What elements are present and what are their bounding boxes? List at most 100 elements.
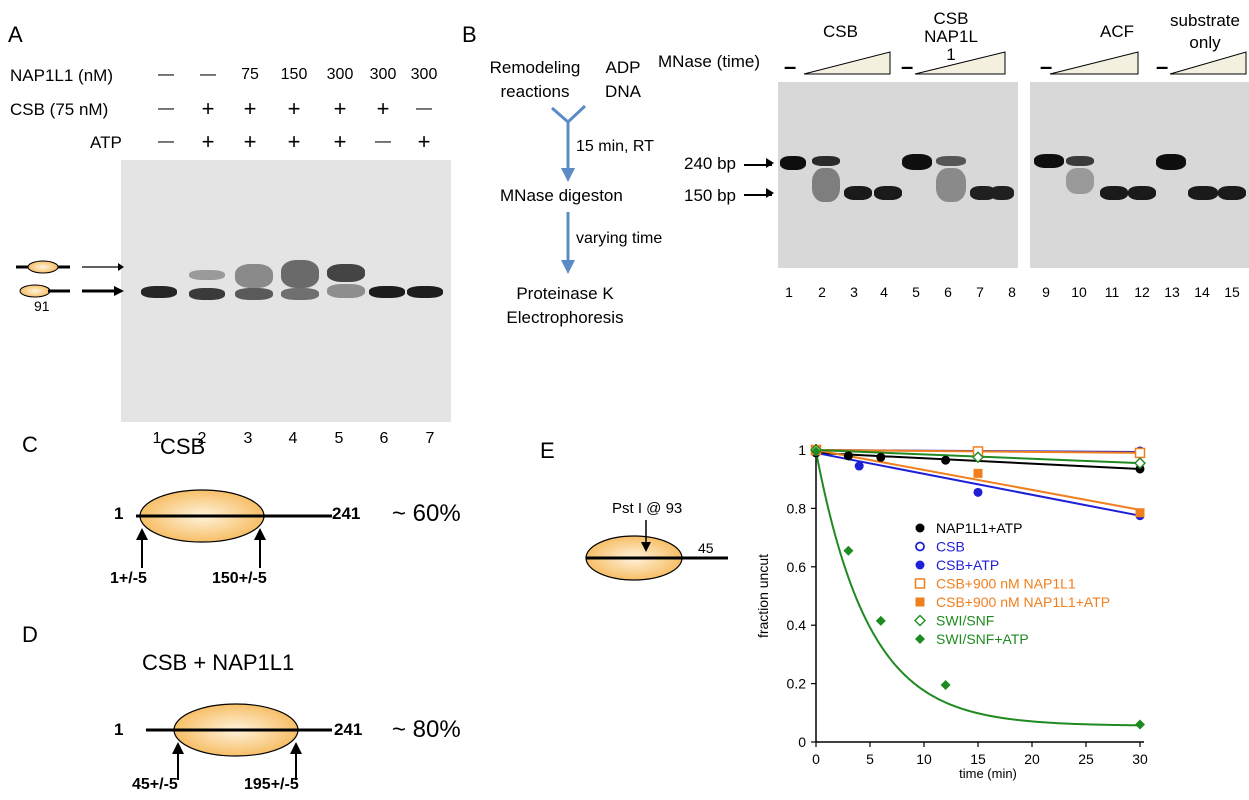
legend-label: CSB	[936, 539, 965, 555]
fit-line	[815, 451, 1141, 517]
flow-remodeling: Remodeling reactions	[470, 56, 600, 104]
marker-150bp: 150 bp	[684, 186, 736, 205]
lane-number: 8	[1008, 284, 1016, 300]
legend-label: CSB+900 nM NAP1L1	[936, 576, 1076, 592]
data-point	[973, 487, 983, 497]
panel-a-cell: +	[376, 96, 390, 121]
data-point	[941, 455, 951, 465]
lane-number: 3	[243, 430, 253, 447]
gel-band	[844, 186, 872, 200]
data-point	[843, 545, 854, 556]
x-tick-label: 25	[1078, 751, 1094, 767]
group-label-csb: CSB	[823, 22, 858, 41]
panel-a-cell: 150	[280, 66, 308, 83]
gel-band	[327, 264, 365, 282]
flow-adp-dna: ADP DNA	[598, 56, 648, 104]
lane-number: 14	[1194, 284, 1210, 300]
data-point	[940, 680, 951, 691]
gel-band	[812, 156, 840, 166]
gel-a	[121, 160, 451, 422]
x-tick-label: 30	[1132, 751, 1148, 767]
chart-points	[810, 444, 1146, 730]
gel-band	[812, 168, 840, 202]
y-tick-label: 0	[798, 734, 806, 750]
dash-1: –	[784, 54, 797, 79]
panel-a-cell: 300	[410, 66, 438, 83]
panel-a-cell: —	[375, 133, 391, 150]
lane-number: 2	[818, 284, 826, 300]
dash-2: –	[901, 54, 914, 79]
data-point	[843, 451, 853, 461]
arrowhead-icon	[766, 158, 774, 168]
panel-d-right-pos: 195+/-5	[244, 776, 299, 793]
legend-marker	[915, 597, 925, 607]
panel-a-cell: +	[201, 96, 215, 121]
y-axis-label: fraction uncut	[755, 554, 771, 638]
panel-e-letter: E	[540, 438, 555, 463]
row-label-csb: CSB (75 nM)	[10, 100, 109, 119]
gel-band	[1128, 186, 1156, 200]
lane-number: 1	[785, 284, 793, 300]
panel-d-diagram	[146, 703, 332, 780]
panel-d-letter: D	[22, 622, 38, 647]
data-point	[854, 461, 864, 471]
legend-label: SWI/SNF	[936, 613, 994, 629]
marker-150bp-arrow	[744, 194, 772, 196]
panel-a-cell: 300	[326, 66, 354, 83]
lane-number: 2	[197, 430, 207, 447]
panel-a-cell: +	[243, 129, 257, 154]
row-label-nap1l1: NAP1L1 (nM)	[10, 66, 113, 85]
group-label-substrate-only: substrate only	[1170, 11, 1240, 52]
gel-band	[874, 186, 902, 200]
marker-240bp: 240 bp	[684, 154, 736, 173]
flow-dna: DNA	[605, 82, 641, 101]
mnase-label: MNase (time)	[658, 52, 761, 71]
lane-number: 13	[1164, 284, 1180, 300]
legend-marker	[914, 614, 926, 627]
gel-band	[1034, 154, 1064, 168]
panel-a-cell: —	[158, 133, 174, 150]
group-label-csb-nap1l1: CSB NAP1L 1	[924, 9, 978, 64]
panel-a-cell: +	[201, 129, 215, 154]
data-point	[1135, 508, 1145, 518]
legend-marker	[914, 578, 926, 589]
chart-legend: NAP1L1+ATP CSB CSB+ATP CSB+900 nM NAP1L1 CSB…	[914, 520, 1110, 647]
data-point	[1135, 719, 1145, 730]
y-tick-label: 0.8	[787, 500, 807, 516]
gel-band	[235, 264, 273, 288]
gel-b-right	[1030, 82, 1249, 268]
gel-band	[936, 156, 966, 166]
mnase-gradient-wedges	[803, 51, 1247, 75]
x-tick-label: 10	[916, 751, 932, 767]
gel-band	[281, 288, 319, 300]
lane-number: 3	[850, 284, 858, 300]
fit-curve	[815, 451, 1141, 727]
x-tick-label: 5	[866, 751, 874, 767]
panel-a-cell: +	[417, 129, 431, 154]
lane-number: 4	[880, 284, 888, 300]
panel-a-nucleosome-markers	[16, 260, 124, 298]
panel-a-cell: +	[333, 129, 347, 154]
marker-240bp-arrow	[744, 164, 772, 166]
panel-d-start: 1	[114, 720, 124, 739]
lane-number: 4	[288, 430, 298, 447]
panel-a-cell: 300	[369, 66, 397, 83]
legend-label: CSB+ATP	[936, 557, 999, 573]
gel-band	[1100, 186, 1128, 200]
lane-number: 1	[152, 430, 162, 447]
legend-marker	[915, 541, 925, 552]
flow-arrows	[551, 104, 587, 274]
gel-band	[1066, 156, 1094, 166]
x-tick-label: 15	[970, 751, 986, 767]
y-tick-label: 0.2	[787, 676, 807, 692]
gel-band	[1156, 154, 1186, 170]
panel-d-end: 241	[334, 720, 363, 739]
flow-adp: ADP	[605, 58, 641, 77]
data-point	[1134, 457, 1146, 470]
panel-d-left-pos: 45+/-5	[132, 776, 178, 793]
panel-e-site-label: Pst I @ 93	[612, 500, 683, 517]
lane-number: 6	[379, 430, 389, 447]
panel-c-title: CSB	[160, 434, 206, 459]
